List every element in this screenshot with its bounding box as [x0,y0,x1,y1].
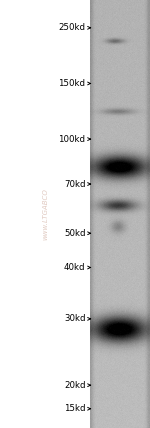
Text: 15kd: 15kd [64,404,86,413]
Text: 100kd: 100kd [58,134,85,144]
Text: 150kd: 150kd [58,79,85,88]
Text: www.LTGABCO: www.LTGABCO [42,188,48,240]
Text: 70kd: 70kd [64,179,86,189]
Text: 250kd: 250kd [58,23,85,33]
Text: 50kd: 50kd [64,229,86,238]
Text: 30kd: 30kd [64,314,86,324]
Text: 40kd: 40kd [64,263,86,272]
Text: 20kd: 20kd [64,380,86,390]
